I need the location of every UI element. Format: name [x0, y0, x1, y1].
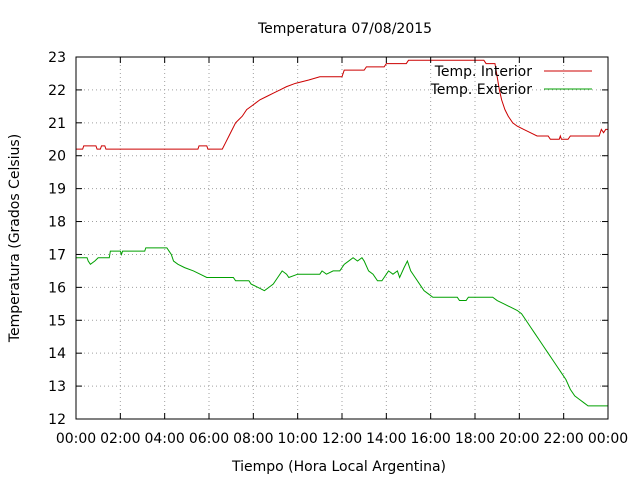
- x-tick-label: 14:00: [366, 431, 406, 447]
- series-lines: [76, 59, 608, 407]
- x-axis-label: Tiempo (Hora Local Argentina): [231, 459, 446, 475]
- chart-title: Temperatura 07/08/2015: [257, 21, 432, 37]
- y-tick-label: 17: [48, 247, 66, 263]
- x-tick-label: 16:00: [410, 431, 450, 447]
- x-tick-label: 02:00: [100, 431, 140, 447]
- y-tick-label: 22: [48, 83, 66, 99]
- x-tick-label: 20:00: [499, 431, 539, 447]
- x-tick-label: 00:00: [588, 431, 628, 447]
- legend: Temp. Interior Temp. Exterior: [430, 64, 592, 98]
- x-tick-label: 04:00: [144, 431, 184, 447]
- y-tick-label: 23: [48, 50, 66, 66]
- x-tick-label: 00:00: [56, 431, 96, 447]
- series-line-interior: [76, 59, 608, 150]
- y-tick-label: 20: [48, 149, 66, 165]
- y-tick-label: 13: [48, 379, 66, 395]
- y-tick-label: 14: [48, 346, 66, 362]
- x-tick-label: 12:00: [322, 431, 362, 447]
- y-tick-label: 21: [48, 116, 66, 132]
- x-tick-label: 18:00: [455, 431, 495, 447]
- legend-label-exterior: Temp. Exterior: [430, 82, 533, 98]
- y-tick-label: 15: [48, 313, 66, 329]
- x-tick-label: 08:00: [233, 431, 273, 447]
- x-tick-label: 22:00: [543, 431, 583, 447]
- series-line-exterior: [76, 247, 608, 407]
- y-tick-label: 18: [48, 215, 66, 231]
- axis-ticks: 00:00 02:00 04:00 06:00 08:00 10:00 12:00 14:00…: [48, 50, 628, 447]
- y-axis-label: Temperatura (Grados Celsius): [7, 134, 23, 343]
- legend-label-interior: Temp. Interior: [434, 64, 533, 80]
- x-tick-label: 06:00: [189, 431, 229, 447]
- y-tick-label: 16: [48, 280, 66, 296]
- grid-lines: [76, 57, 608, 419]
- x-tick-label: 10:00: [277, 431, 317, 447]
- y-tick-label: 19: [48, 182, 66, 198]
- y-tick-label: 12: [48, 412, 66, 428]
